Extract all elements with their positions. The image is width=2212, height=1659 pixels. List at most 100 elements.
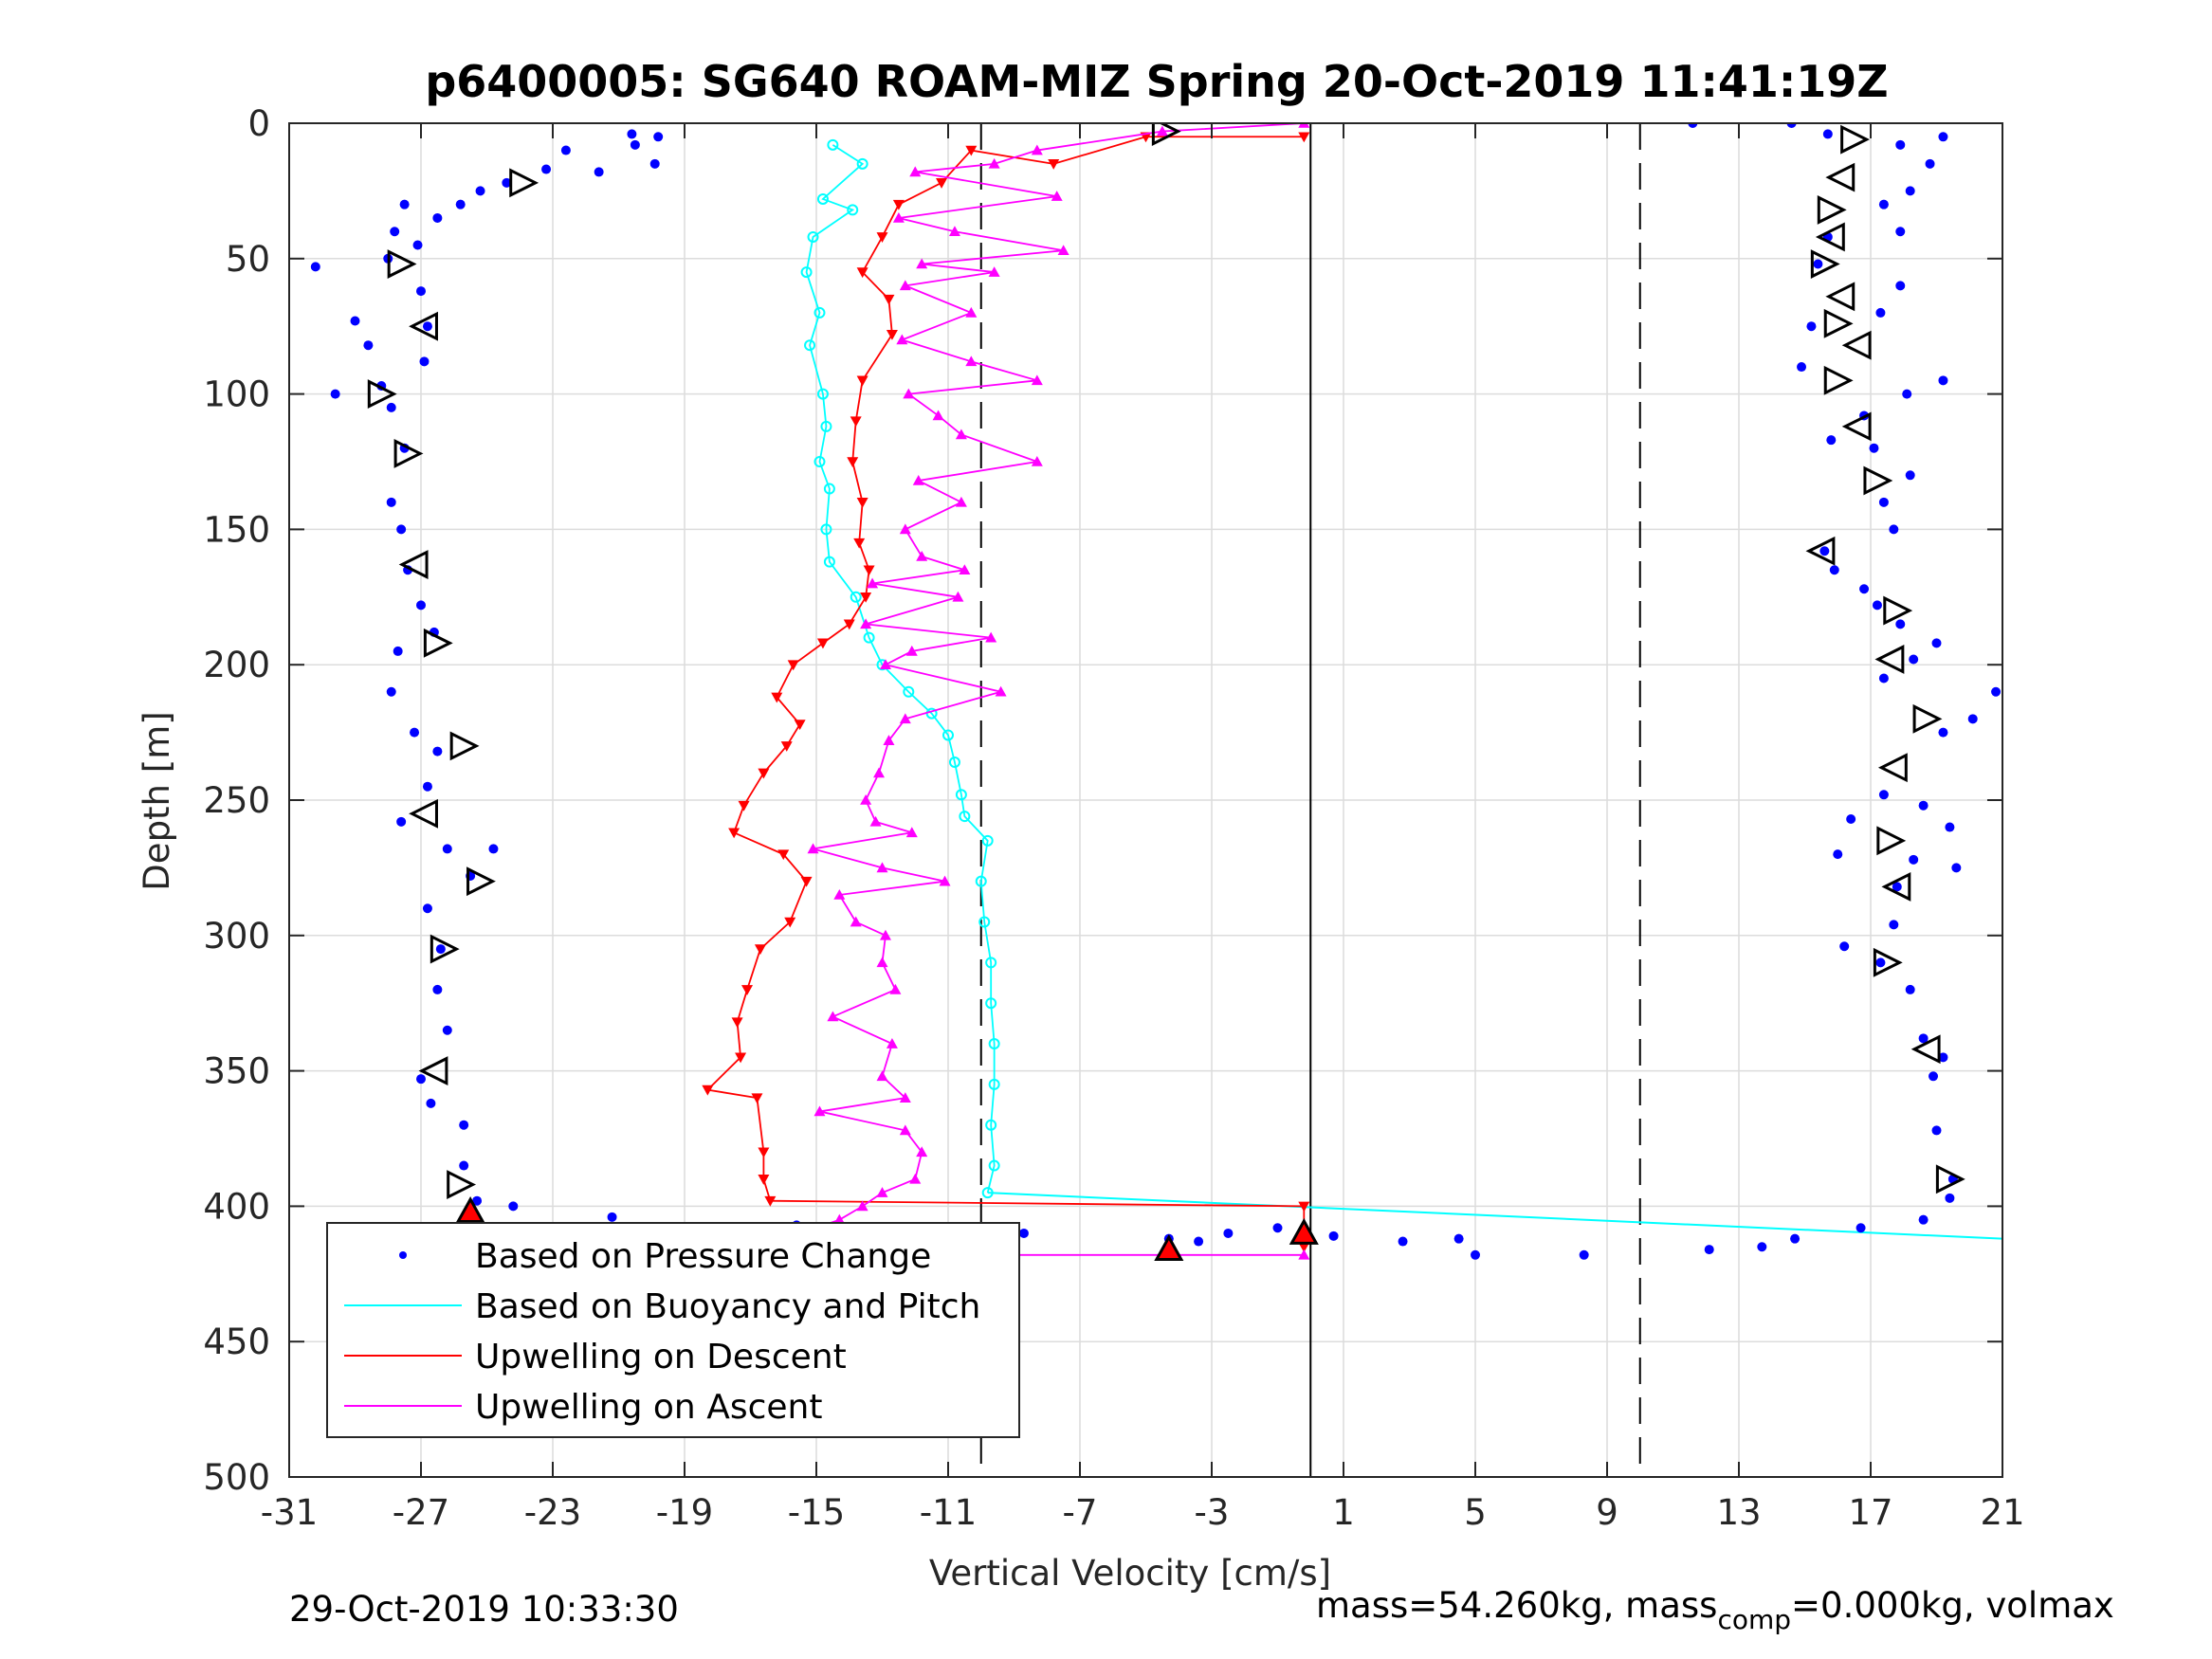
dive-marker: [1823, 308, 1854, 338]
data-point: [1031, 456, 1043, 466]
series-5: [455, 1196, 1319, 1261]
data-point: [886, 329, 898, 340]
data-point: [916, 258, 928, 269]
dive-marker: [409, 798, 438, 829]
series-2: [702, 132, 1310, 1253]
data-point: [393, 646, 403, 656]
data-point: [416, 600, 426, 611]
legend-entry: Based on Buoyancy and Pitch: [475, 1287, 980, 1326]
data-point: [731, 1017, 743, 1029]
data-point: [1298, 1249, 1310, 1260]
y-tick-label: 300: [203, 916, 270, 957]
dive-marker: [1881, 871, 1911, 902]
data-point: [883, 294, 895, 305]
data-point: [988, 1078, 1000, 1090]
apogee-marker: [1154, 1234, 1184, 1261]
data-point: [814, 456, 826, 467]
data-point: [833, 1213, 846, 1225]
y-tick-label: 50: [226, 239, 270, 280]
dive-marker: [418, 1056, 448, 1086]
dive-marker: [409, 311, 438, 341]
data-point: [794, 720, 806, 731]
data-point: [330, 389, 340, 399]
x-tick-label: 13: [1716, 1492, 1761, 1533]
data-point: [1813, 259, 1823, 269]
data-point: [876, 957, 888, 968]
data-point: [416, 1074, 426, 1085]
data-point: [867, 577, 879, 589]
data-point: [823, 483, 835, 495]
data-point: [899, 1124, 911, 1136]
data-point: [653, 132, 664, 142]
data-point: [816, 388, 829, 400]
data-point: [758, 1147, 770, 1158]
y-tick-label: 0: [247, 103, 270, 144]
data-point: [847, 457, 859, 467]
data-point: [948, 757, 960, 769]
data-point: [1298, 1201, 1310, 1212]
data-point: [879, 659, 891, 669]
data-point: [442, 1025, 452, 1035]
data-point: [1938, 375, 1948, 386]
dive-marker: [1841, 330, 1872, 360]
legend-box: [326, 1222, 1020, 1438]
data-point: [764, 1195, 777, 1207]
data-point: [1878, 790, 1889, 800]
x-tick-label: -7: [1063, 1492, 1098, 1533]
data-point: [932, 410, 944, 421]
x-tick-label: -23: [524, 1492, 581, 1533]
data-point: [800, 876, 813, 887]
dive-marker: [1810, 249, 1840, 279]
data-point: [1875, 307, 1886, 318]
series-line: [605, 123, 1305, 1256]
data-point: [850, 916, 862, 927]
data-point: [1875, 957, 1886, 968]
data-point: [981, 834, 994, 847]
data-point: [386, 686, 396, 697]
data-point: [1031, 374, 1043, 386]
data-point: [758, 1175, 770, 1185]
footer-mass-prefix: mass=54.260kg, mass: [1316, 1585, 1718, 1626]
data-point: [827, 138, 839, 151]
data-point: [1048, 159, 1060, 170]
dive-marker: [509, 168, 539, 198]
data-point: [412, 240, 423, 250]
data-point: [1918, 1033, 1929, 1044]
data-point: [1018, 1228, 1029, 1238]
data-point: [1223, 1228, 1234, 1238]
data-point: [630, 139, 640, 150]
data-point: [422, 321, 432, 332]
data-point: [1156, 125, 1168, 137]
data-point: [807, 843, 819, 854]
data-point: [1194, 1236, 1204, 1247]
data-point: [1471, 1249, 1480, 1260]
footer-mass-suffix: =0.000kg, volmax: [1791, 1585, 2114, 1626]
data-point: [751, 1093, 763, 1104]
data-point: [1931, 638, 1942, 648]
data-point: [1895, 139, 1906, 150]
data-point: [702, 1085, 714, 1096]
data-point: [1938, 132, 1948, 142]
data-point: [1846, 813, 1856, 824]
data-point: [1786, 123, 1797, 128]
data-point: [410, 727, 420, 738]
pitch-line: [987, 1192, 2002, 1240]
dive-marker: [1883, 595, 1913, 626]
data-point: [847, 204, 859, 216]
dive-marker: [1841, 411, 1872, 442]
data-point: [833, 888, 846, 900]
data-point: [386, 402, 396, 412]
data-point: [912, 474, 924, 485]
data-point: [435, 944, 446, 955]
dive-marker: [1151, 123, 1181, 146]
data-point: [843, 619, 855, 630]
data-point: [850, 416, 862, 428]
data-point: [905, 645, 918, 656]
data-point: [422, 903, 432, 914]
data-point: [1328, 1231, 1339, 1241]
dive-marker: [466, 866, 496, 897]
x-tick-label: -19: [656, 1492, 713, 1533]
data-point: [883, 735, 895, 745]
data-point: [432, 746, 443, 757]
y-tick-label: 350: [203, 1051, 270, 1092]
